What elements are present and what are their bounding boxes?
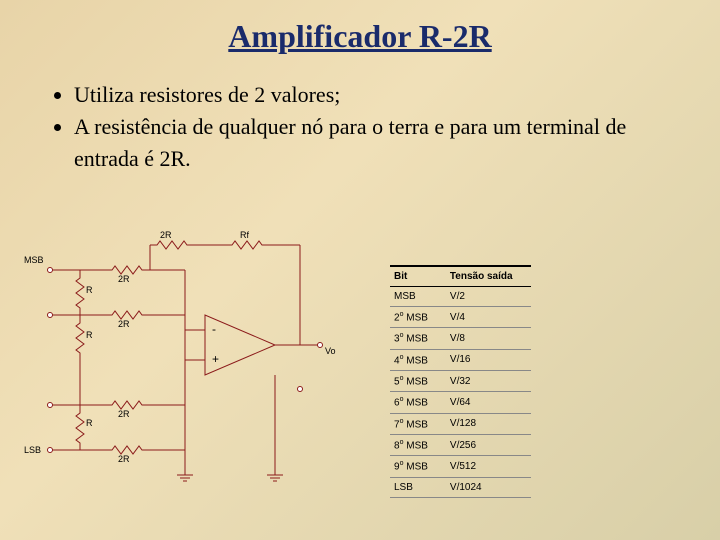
label-vo: Vo <box>325 346 336 356</box>
circuit-svg <box>30 230 370 510</box>
label-minus: - <box>212 322 216 336</box>
label-2r: 2R <box>118 409 130 419</box>
label-2r: 2R <box>160 230 172 240</box>
node-icon <box>47 402 53 408</box>
node-icon <box>47 267 53 273</box>
table-row: 3o MSBV/8 <box>390 328 531 349</box>
table-cell: 6o MSB <box>390 392 446 413</box>
table-cell: V/8 <box>446 328 531 349</box>
bullet-item: A resistência de qualquer nó para o terr… <box>74 111 720 175</box>
node-icon <box>47 447 53 453</box>
label-rf: Rf <box>240 230 249 240</box>
label-plus: + <box>212 352 219 366</box>
bullet-list: Utiliza resistores de 2 valores; A resis… <box>50 79 720 175</box>
label-r: R <box>86 285 93 295</box>
label-r: R <box>86 330 93 340</box>
table-cell: V/32 <box>446 370 531 391</box>
label-r: R <box>86 418 93 428</box>
table-cell: V/256 <box>446 434 531 455</box>
label-2r: 2R <box>118 454 130 464</box>
table-row: MSBV/2 <box>390 287 531 307</box>
label-msb: MSB <box>24 255 44 265</box>
table-cell: LSB <box>390 477 446 497</box>
label-lsb: LSB <box>24 445 41 455</box>
table-cell: 9o MSB <box>390 456 446 477</box>
table-cell: 7o MSB <box>390 413 446 434</box>
node-icon <box>297 386 303 392</box>
label-2r: 2R <box>118 274 130 284</box>
node-icon <box>47 312 53 318</box>
table-cell: V/4 <box>446 307 531 328</box>
table-row: 4o MSBV/16 <box>390 349 531 370</box>
table-cell: 5o MSB <box>390 370 446 391</box>
node-icon <box>317 342 323 348</box>
table-cell: V/16 <box>446 349 531 370</box>
bullet-item: Utiliza resistores de 2 valores; <box>74 79 720 111</box>
table-cell: 3o MSB <box>390 328 446 349</box>
table-header: Tensão saída <box>446 266 531 287</box>
table-cell: V/512 <box>446 456 531 477</box>
table-row: 5o MSBV/32 <box>390 370 531 391</box>
table-cell: V/2 <box>446 287 531 307</box>
label-2r: 2R <box>118 319 130 329</box>
voltage-table: Bit Tensão saída MSBV/22o MSBV/43o MSBV/… <box>390 265 531 498</box>
table-cell: V/1024 <box>446 477 531 497</box>
circuit-diagram: MSB LSB 2R Rf R 2R R 2R R 2R 2R - + Vo <box>30 230 370 510</box>
table-row: 2o MSBV/4 <box>390 307 531 328</box>
table-cell: 4o MSB <box>390 349 446 370</box>
table-cell: V/64 <box>446 392 531 413</box>
table-cell: 8o MSB <box>390 434 446 455</box>
table-cell: MSB <box>390 287 446 307</box>
table-row: LSBV/1024 <box>390 477 531 497</box>
table-row: 6o MSBV/64 <box>390 392 531 413</box>
table-cell: V/128 <box>446 413 531 434</box>
table-row: 7o MSBV/128 <box>390 413 531 434</box>
table-header: Bit <box>390 266 446 287</box>
page-title: Amplificador R-2R <box>0 0 720 55</box>
table-row: 8o MSBV/256 <box>390 434 531 455</box>
table-row: 9o MSBV/512 <box>390 456 531 477</box>
table-cell: 2o MSB <box>390 307 446 328</box>
